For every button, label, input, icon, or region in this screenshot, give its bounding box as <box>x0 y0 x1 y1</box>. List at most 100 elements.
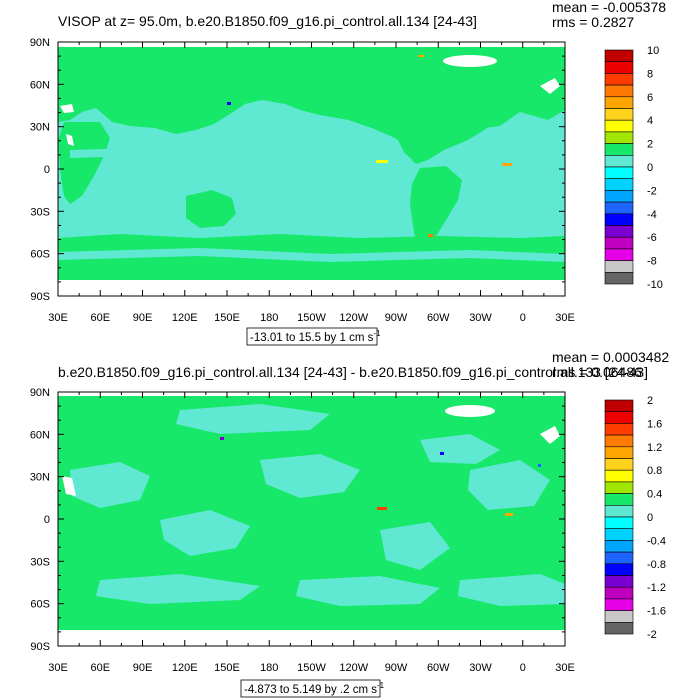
y-tick-label: 90S <box>30 291 50 303</box>
colorbar: 10 8 6 4 2 0 -2 -4 -6 -8 -10 <box>604 45 663 291</box>
noise-patch <box>380 522 450 570</box>
land-north-america <box>386 72 520 164</box>
y-tick-label: 30S <box>30 206 50 218</box>
colorbar-label: -4 <box>647 209 657 221</box>
x-tick-label: 180 <box>260 312 278 324</box>
noise-patch <box>176 404 330 434</box>
chart-title: VISOP at z= 95.0m, b.e20.B1850.f09_g16.p… <box>58 13 477 29</box>
x-tick-label: 150E <box>214 662 240 674</box>
colorbar-box <box>604 446 634 459</box>
x-tick-label: 120E <box>172 312 198 324</box>
colorbar-box <box>604 610 634 623</box>
y-tick-label: 0 <box>44 164 50 176</box>
colorbar-box <box>604 119 634 133</box>
y-tick-label: 60S <box>30 249 50 261</box>
anomaly-dot <box>220 437 224 440</box>
map-area <box>58 392 565 646</box>
x-tick-label: 30W <box>469 662 492 674</box>
colorbar-label: -1.6 <box>647 606 666 618</box>
ocean-stripe-a <box>58 248 565 262</box>
x-tick-label: 150W <box>297 312 326 324</box>
anomaly-dot <box>538 464 541 467</box>
colorbar-box <box>604 190 634 203</box>
colorbar-box <box>604 575 634 588</box>
colorbar-label: -0.8 <box>647 559 666 571</box>
colorbar-box <box>604 504 634 518</box>
colorbar-box <box>604 469 634 483</box>
colorbar-box <box>604 528 634 541</box>
colorbar-box <box>604 540 634 553</box>
colorbar-box <box>604 178 634 191</box>
y-axis: 90N 60N 30N 0 30S 60S 90S <box>30 37 565 303</box>
colorbar-box <box>604 61 634 74</box>
colorbar-box <box>604 563 634 576</box>
x-tick-label: 90E <box>133 312 153 324</box>
noise-patch <box>458 574 565 606</box>
colorbar-label: 2 <box>647 139 653 151</box>
noise-patch <box>96 574 260 604</box>
x-tick-label: 120W <box>339 662 368 674</box>
x-tick-label: 90W <box>385 312 408 324</box>
colorbar-box <box>604 586 634 600</box>
colorbar-box <box>604 73 634 86</box>
panel-top: VISOP at z= 95.0m, b.e20.B1850.f09_g16.p… <box>30 0 666 346</box>
y-tick-label: 60N <box>30 79 50 91</box>
map-area <box>58 42 565 296</box>
anomaly-dot <box>418 55 424 57</box>
y-tick-label: 90N <box>30 387 50 399</box>
x-tick-label: 0 <box>520 312 526 324</box>
rms-label: rms = 0.2827 <box>552 14 634 30</box>
missing-arctic <box>445 405 495 417</box>
missing-arctic <box>443 55 497 67</box>
noise-patch <box>468 460 550 510</box>
colorbar-box <box>604 96 634 109</box>
noise-patch <box>160 510 250 556</box>
colorbar-label: 4 <box>647 115 653 127</box>
mean-label: mean = 0.0003482 <box>552 349 669 365</box>
colorbar-box <box>604 155 634 168</box>
colorbar-label: 2 <box>647 395 653 407</box>
anomaly-dot <box>377 507 387 510</box>
anomaly-dot <box>502 163 512 166</box>
colorbar-label: 0 <box>647 512 653 524</box>
colorbar-label: -0.4 <box>647 535 666 547</box>
x-tick-label: 150W <box>297 662 326 674</box>
missing-spot-b <box>66 134 74 146</box>
land-australia <box>186 190 236 228</box>
colorbar-box <box>604 225 634 238</box>
colorbar-label: 6 <box>647 92 653 104</box>
colorbar-label: 0.4 <box>647 489 662 501</box>
x-tick-label: 30E <box>555 312 575 324</box>
colorbar-box <box>604 458 634 471</box>
missing-spot-c <box>540 426 560 444</box>
x-tick-label: 180 <box>260 662 278 674</box>
colorbar-label: -2 <box>647 185 657 197</box>
x-tick-label: 30E <box>48 312 68 324</box>
colorbar-box <box>604 271 634 285</box>
caption-superscript: -1 <box>373 329 381 338</box>
ocean-stripe-b <box>70 146 400 160</box>
anomaly-dot <box>505 513 513 516</box>
mean-label: mean = -0.005378 <box>552 0 666 15</box>
y-tick-label: 30N <box>30 472 50 484</box>
noise-patch <box>260 454 360 498</box>
missing-spot-a <box>62 476 76 496</box>
anomaly-dot <box>440 452 444 455</box>
colorbar: 2 1.6 1.2 0.8 0.4 0 -0.4 -0.8 -1.2 -1.6 -2 <box>604 395 666 641</box>
colorbar-label: -1.2 <box>647 582 666 594</box>
anomaly-dot <box>376 160 388 163</box>
x-tick-label: 30E <box>555 662 575 674</box>
colorbar-label: -8 <box>647 256 657 268</box>
colorbar-label: 1.2 <box>647 442 662 454</box>
caption-superscript: -1 <box>377 681 385 690</box>
caption-box <box>246 327 378 346</box>
colorbar-box <box>604 516 634 529</box>
x-tick-label: 30E <box>48 662 68 674</box>
caption-box <box>240 679 381 698</box>
x-tick-label: 90W <box>385 662 408 674</box>
x-tick-label: 60W <box>427 662 450 674</box>
colorbar-label: 0.8 <box>647 465 662 477</box>
chart-title: b.e20.B1850.f09_g16.pi_control.all.134 [… <box>58 364 648 380</box>
colorbar-label: 10 <box>647 45 659 57</box>
